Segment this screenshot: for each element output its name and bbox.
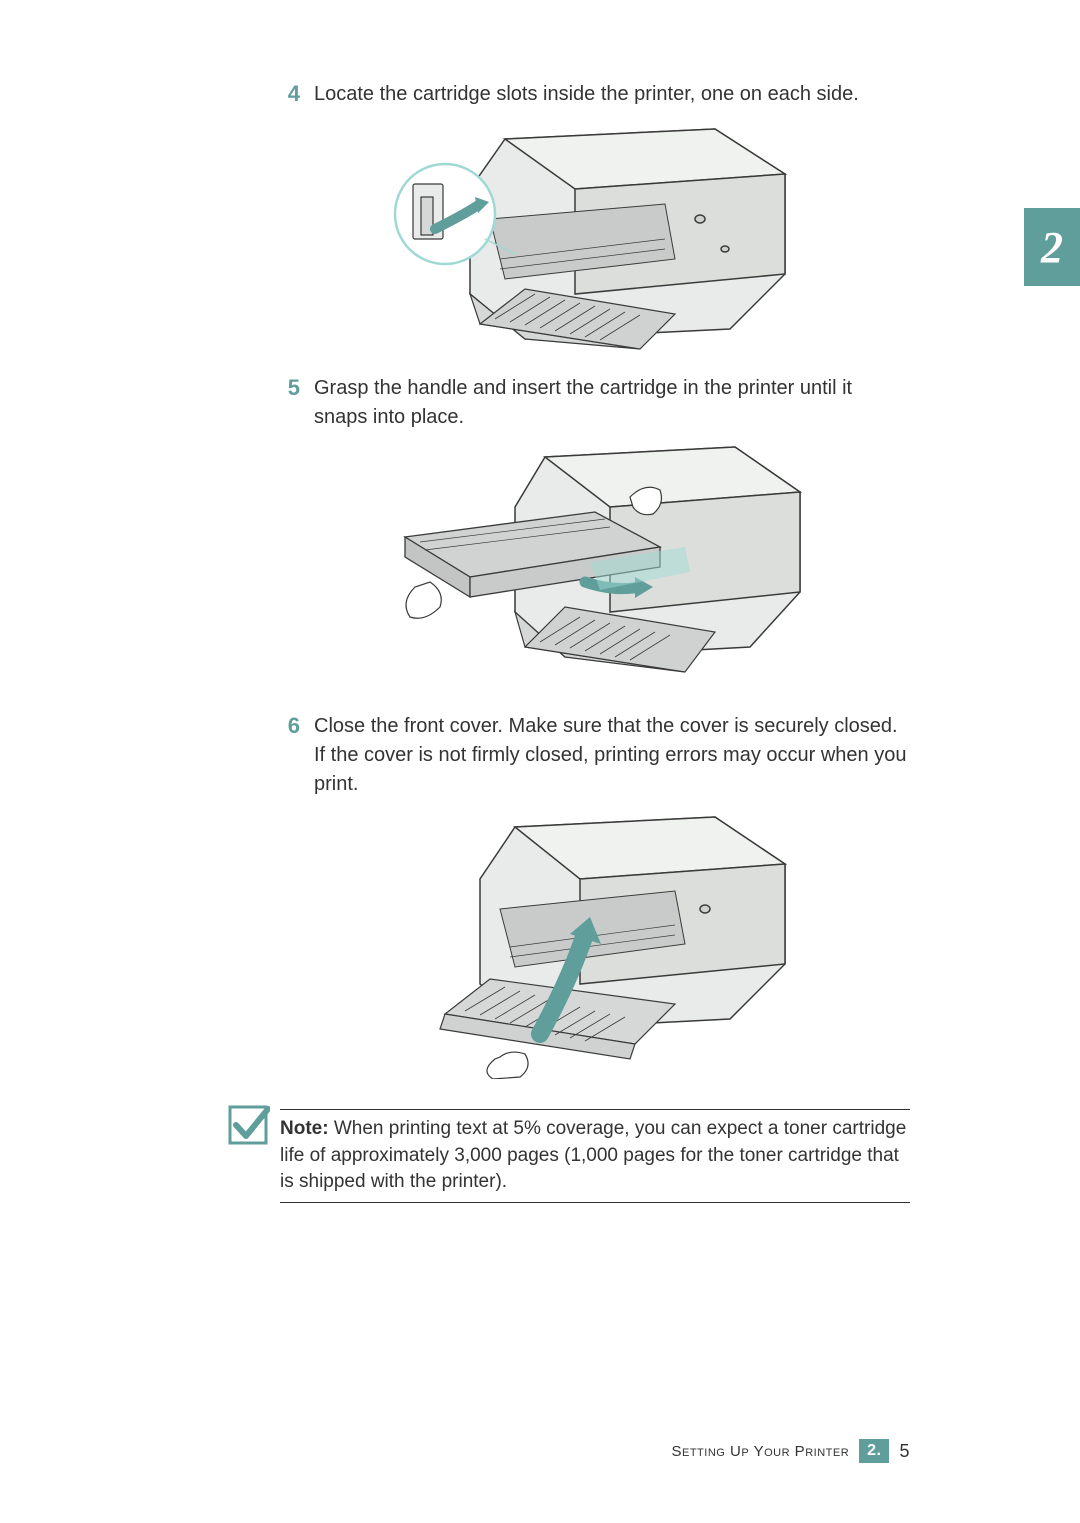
- step-text: Close the front cover. Make sure that th…: [314, 712, 910, 799]
- step-number: 5: [280, 374, 300, 432]
- step-6: 6 Close the front cover. Make sure that …: [280, 712, 910, 799]
- manual-page: 2 4 Locate the cartridge slots inside th…: [0, 0, 1080, 1523]
- figure-step-5: [280, 442, 910, 692]
- chapter-tab: 2: [1024, 208, 1080, 286]
- note-rule-bottom: [280, 1202, 910, 1203]
- note-body: When printing text at 5% coverage, you c…: [280, 1118, 906, 1192]
- page-footer: Setting Up Your Printer 2. 5: [672, 1439, 911, 1463]
- note-text: Note: When printing text at 5% coverage,…: [280, 1116, 910, 1196]
- footer-title: Setting Up Your Printer: [672, 1443, 850, 1460]
- footer-page-number: 5: [899, 1441, 910, 1462]
- step-number: 6: [280, 712, 300, 799]
- step-5: 5 Grasp the handle and insert the cartri…: [280, 374, 910, 432]
- checkmark-icon: [226, 1103, 270, 1147]
- step-number: 4: [280, 80, 300, 109]
- figure-step-4: [280, 119, 910, 354]
- note-block: Note: When printing text at 5% coverage,…: [280, 1109, 910, 1203]
- step-4: 4 Locate the cartridge slots inside the …: [280, 80, 910, 109]
- note-label: Note:: [280, 1118, 329, 1139]
- footer-chapter-badge: 2.: [859, 1439, 889, 1463]
- step-text: Grasp the handle and insert the cartridg…: [314, 374, 910, 432]
- note-rule-top: [280, 1109, 910, 1110]
- figure-step-6: [280, 809, 910, 1079]
- step-text: Locate the cartridge slots inside the pr…: [314, 80, 859, 109]
